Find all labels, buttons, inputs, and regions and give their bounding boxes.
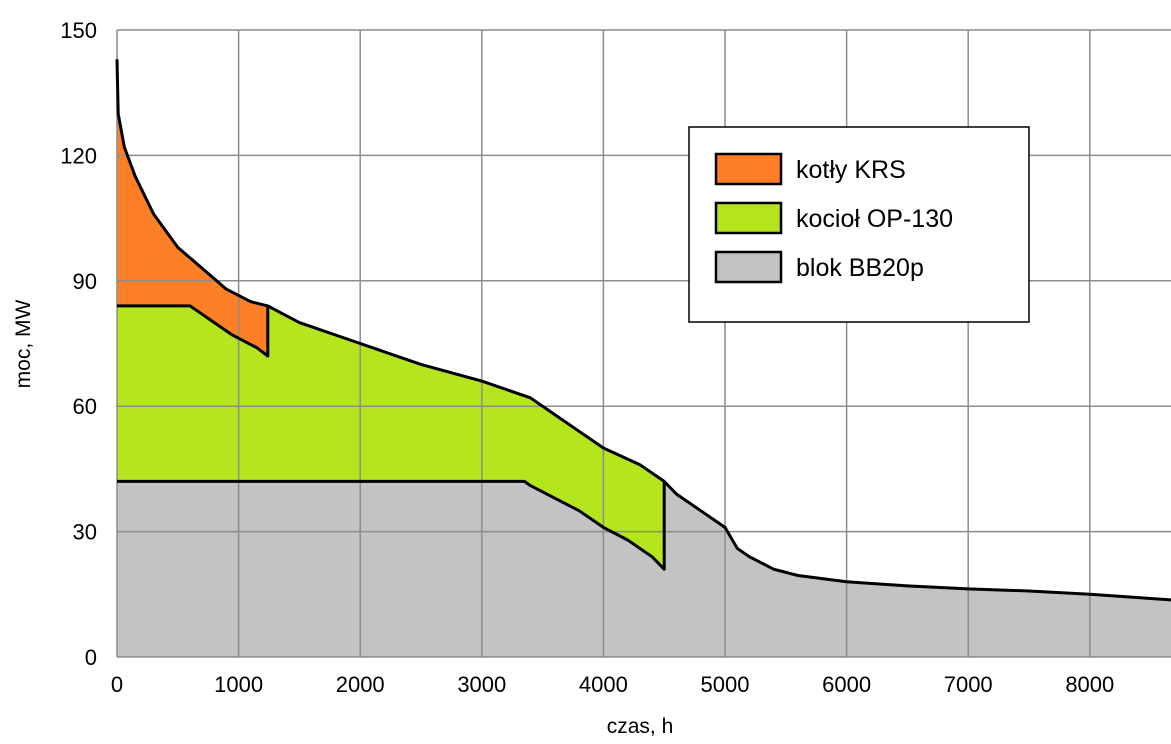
- line-blok-bb20p: [117, 479, 1171, 602]
- y-tick-label: 0: [85, 645, 97, 670]
- x-tick-label: 6000: [822, 672, 871, 697]
- x-tick-label: 8000: [1065, 672, 1114, 697]
- x-tick-label: 0: [111, 672, 123, 697]
- y-tick-label: 90: [73, 269, 97, 294]
- x-tick-label: 5000: [701, 672, 750, 697]
- y-tick-labels: 0 30 60 90 120 150: [60, 18, 97, 670]
- legend-swatch: [714, 152, 783, 186]
- area-kocio-op-130: [117, 305, 665, 570]
- legend: kotły KRS kocioł OP-130 blok BB20p: [688, 126, 1030, 323]
- y-tick-label: 150: [60, 18, 97, 43]
- stacked-areas: [117, 59, 1171, 657]
- legend-label: kocioł OP-130: [796, 205, 953, 233]
- legend-swatch: [714, 201, 783, 235]
- y-axis-label: moc, MW: [12, 299, 35, 388]
- legend-label: blok BB20p: [796, 254, 924, 282]
- legend-swatch: [714, 250, 783, 284]
- x-tick-labels: 0 1000 2000 3000 4000 5000 6000 7000 8000: [111, 672, 1114, 697]
- x-tick-label: 1000: [214, 672, 263, 697]
- x-tick-label: 4000: [579, 672, 628, 697]
- y-tick-label: 60: [73, 394, 97, 419]
- x-tick-label: 7000: [944, 672, 993, 697]
- y-tick-label: 120: [60, 143, 97, 168]
- envelope-lines: [115, 59, 1171, 602]
- y-tick-label: 30: [73, 520, 97, 545]
- x-tick-label: 2000: [336, 672, 385, 697]
- line-kocio-op-130: [117, 304, 666, 483]
- legend-label: kotły KRS: [796, 156, 906, 184]
- x-tick-label: 3000: [457, 672, 506, 697]
- x-axis-label: czas, h: [607, 715, 674, 738]
- line-kot-y-krs: [115, 59, 269, 308]
- area-kot-y-krs: [117, 59, 268, 357]
- area-blok-bb20p: [117, 481, 1171, 657]
